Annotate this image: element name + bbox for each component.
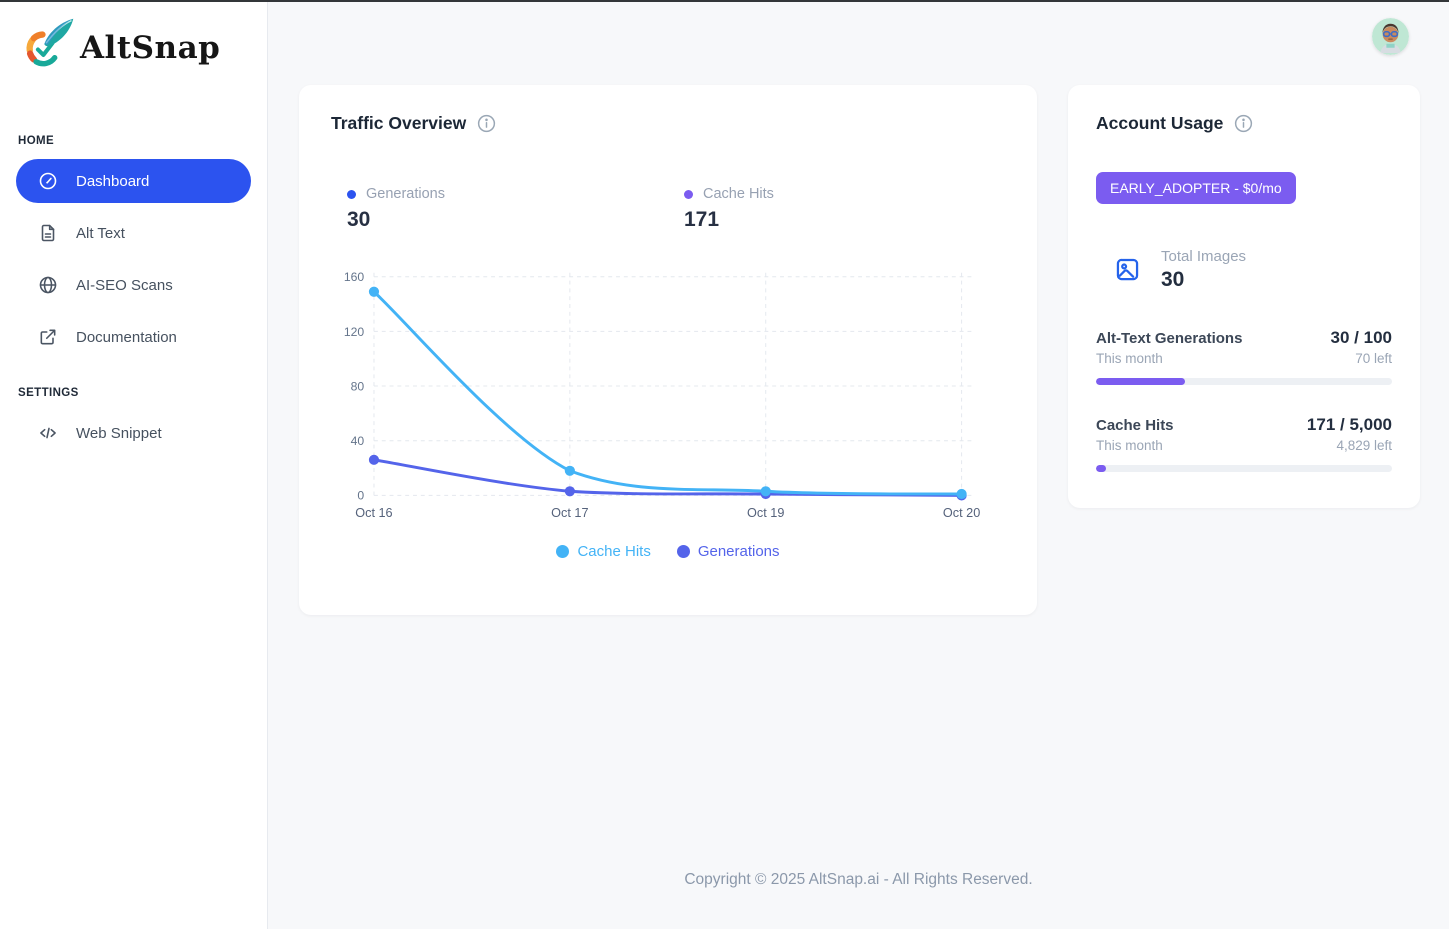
legend-label: Cache Hits — [577, 542, 651, 560]
svg-text:80: 80 — [351, 379, 365, 393]
svg-text:Oct 17: Oct 17 — [551, 506, 588, 520]
traffic-overview-card: Traffic Overview Generations — [299, 85, 1037, 615]
dashboard-content: Traffic Overview Generations — [268, 72, 1449, 615]
legend-dot — [556, 544, 570, 558]
svg-text:0: 0 — [357, 489, 364, 503]
app-title: AltSnap — [80, 29, 221, 66]
meter-period: This month — [1096, 351, 1163, 366]
svg-text:Oct 16: Oct 16 — [355, 506, 392, 520]
meter-name: Alt-Text Generations — [1096, 330, 1243, 347]
stat-generations: Generations 30 — [331, 186, 668, 232]
meter-name: Cache Hits — [1096, 417, 1174, 434]
user-avatar[interactable] — [1372, 17, 1409, 55]
plan-badge: EARLY_ADOPTER - $0/mo — [1096, 172, 1296, 204]
app-logo[interactable]: AltSnap — [16, 8, 251, 87]
traffic-chart-svg[interactable]: 0 40 80 120 160 Oct 16 Oct 17 Oct 19 Oct 20 — [331, 265, 987, 523]
stat-label: Cache Hits — [703, 186, 774, 202]
meter-period: This month — [1096, 438, 1163, 453]
code-icon — [38, 423, 58, 443]
account-usage-card: Account Usage EARLY_ADOPTER - $0/mo — [1068, 85, 1420, 508]
traffic-card-title: Traffic Overview — [331, 113, 467, 133]
svg-text:160: 160 — [344, 270, 365, 284]
legend-label: Generations — [697, 542, 780, 560]
meter-usage: 171 / 5,000 — [1306, 415, 1392, 434]
info-icon[interactable] — [476, 113, 497, 134]
footer: Copyright © 2025 AltSnap.ai - All Rights… — [268, 871, 1449, 929]
sidebar: AltSnap HOME Dashboard Alt Text — [0, 0, 268, 929]
stat-value: 30 — [347, 208, 371, 231]
legend-dot — [676, 544, 690, 558]
traffic-chart[interactable]: 0 40 80 120 160 Oct 16 Oct 17 Oct 19 Oct 20 — [331, 265, 1005, 523]
chart-legend: Cache Hits Generations — [331, 543, 1005, 560]
document-icon — [38, 223, 58, 243]
progress-track — [1096, 378, 1392, 385]
svg-text:Oct 20: Oct 20 — [943, 506, 980, 520]
globe-icon — [38, 275, 58, 295]
sidebar-item-web-snippet[interactable]: Web Snippet — [16, 411, 251, 455]
copyright-text: Copyright © 2025 AltSnap.ai - All Rights… — [684, 871, 1033, 888]
image-icon — [1114, 256, 1141, 283]
sidebar-item-ai-seo-scans[interactable]: AI-SEO Scans — [16, 263, 251, 307]
traffic-stats-row: Generations 30 Cache Hits 171 — [331, 186, 1005, 232]
sidebar-item-label: Dashboard — [76, 172, 150, 190]
meter-alt-text-generations: Alt-Text Generations 30 / 100 This month… — [1096, 328, 1392, 385]
legend-item-generations[interactable]: Generations — [676, 542, 780, 560]
meter-cache-hits: Cache Hits 171 / 5,000 This month 4,829 … — [1096, 415, 1392, 472]
svg-text:120: 120 — [344, 325, 365, 339]
stat-cache-hits: Cache Hits 171 — [668, 186, 1005, 232]
info-icon[interactable] — [1233, 113, 1254, 134]
progress-track — [1096, 465, 1392, 472]
meter-usage: 30 / 100 — [1330, 328, 1392, 347]
window-top-edge — [0, 0, 1449, 2]
stat-label: Generations — [366, 186, 445, 202]
progress-fill — [1096, 465, 1107, 472]
meter-remaining: 4,829 left — [1336, 438, 1392, 453]
account-card-title: Account Usage — [1096, 113, 1224, 133]
sidebar-item-label: Documentation — [76, 328, 177, 346]
generations-dot — [347, 189, 356, 199]
sidebar-item-label: AI-SEO Scans — [76, 276, 173, 294]
main-area: Traffic Overview Generations — [268, 0, 1449, 929]
sidebar-section-settings: SETTINGS — [18, 387, 79, 399]
meter-remaining: 70 left — [1355, 351, 1392, 366]
svg-text:Oct 19: Oct 19 — [747, 506, 784, 520]
total-images-label: Total Images — [1161, 248, 1247, 265]
progress-fill — [1096, 378, 1185, 385]
topbar — [268, 0, 1449, 72]
total-images-value: 30 — [1161, 268, 1185, 291]
sidebar-section-home: HOME — [18, 135, 55, 147]
sidebar-item-alt-text[interactable]: Alt Text — [16, 211, 251, 255]
legend-item-cache-hits[interactable]: Cache Hits — [556, 542, 651, 560]
cache-hits-dot — [684, 189, 693, 199]
stat-value: 171 — [684, 208, 720, 231]
sidebar-item-dashboard[interactable]: Dashboard — [16, 159, 251, 203]
altsnap-logo-icon — [18, 14, 76, 81]
sidebar-item-documentation[interactable]: Documentation — [16, 315, 251, 359]
sidebar-item-label: Alt Text — [76, 224, 125, 242]
gauge-icon — [38, 171, 58, 191]
external-link-icon — [38, 327, 58, 347]
svg-text:40: 40 — [351, 434, 365, 448]
total-images: Total Images 30 — [1096, 248, 1392, 292]
sidebar-item-label: Web Snippet — [76, 424, 162, 442]
